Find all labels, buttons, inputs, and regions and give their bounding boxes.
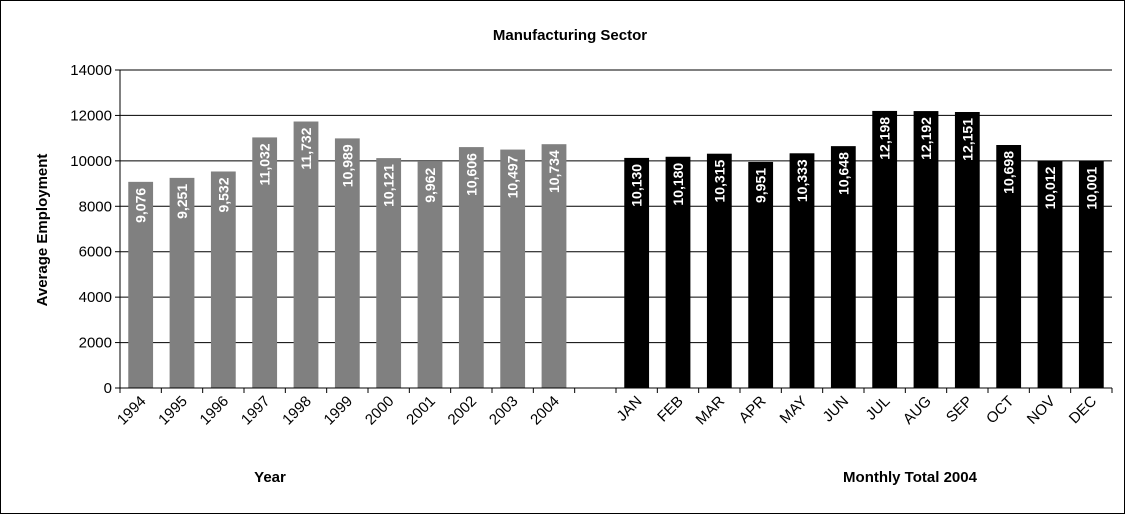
x-tick-label: 1996 [197, 393, 233, 429]
bar-oct [996, 145, 1022, 388]
x-tick-label: AUG [900, 393, 935, 428]
bar-apr [748, 161, 774, 388]
x-tick-label: 2003 [486, 393, 522, 429]
x-tick-label: NOV [1024, 393, 1059, 428]
data-label: 9,532 [215, 177, 231, 212]
x-tick-label: 1994 [114, 393, 150, 429]
bar-mar [706, 153, 732, 388]
bar-sep [954, 111, 980, 388]
x-axis-title-year: Year [254, 469, 286, 486]
x-tick-label: JAN [613, 393, 645, 425]
bar-2000 [376, 158, 402, 388]
bar-dec [1078, 160, 1104, 388]
x-tick-label: APR [736, 393, 770, 427]
bar-2004 [541, 144, 567, 388]
axes [115, 69, 1113, 393]
x-tick-label: MAY [777, 393, 811, 427]
y-tick-label: 2000 [79, 335, 112, 352]
x-tick-label: 2000 [362, 393, 398, 429]
x-tick-label: SEP [943, 393, 976, 426]
x-tick-label: 2002 [445, 393, 481, 429]
data-label: 10,606 [463, 153, 479, 196]
data-label: 10,497 [505, 155, 521, 198]
x-tick-label: 1998 [279, 393, 315, 429]
data-label: 12,192 [918, 117, 934, 160]
data-label: 9,962 [422, 168, 438, 203]
data-label: 10,734 [546, 150, 562, 193]
bar-jul [872, 110, 898, 388]
bar-2001 [417, 161, 443, 388]
data-label: 9,251 [174, 184, 190, 219]
data-label: 10,130 [629, 164, 645, 207]
data-label: 10,001 [1083, 167, 1099, 210]
y-tick-label: 4000 [79, 289, 112, 306]
bar-jan [624, 157, 650, 388]
bar-jun [830, 146, 856, 388]
data-label: 11,732 [298, 127, 314, 169]
data-label: 10,315 [711, 159, 727, 202]
y-tick-label: 6000 [79, 244, 112, 261]
x-tick-label: 1999 [321, 393, 357, 429]
x-tick-label: 2001 [403, 393, 439, 429]
x-tick-label: 1995 [155, 393, 191, 429]
data-label: 10,648 [835, 152, 851, 195]
gridlines [120, 69, 1112, 344]
x-tick-label: MAR [693, 393, 729, 429]
y-tick-label: 0 [104, 380, 112, 397]
bar-1997 [252, 137, 278, 388]
data-label: 10,333 [794, 159, 810, 202]
data-label: 9,076 [133, 188, 149, 223]
data-label: 10,698 [1001, 151, 1017, 194]
data-label: 10,012 [1042, 166, 1058, 209]
y-tick-label: 8000 [79, 198, 112, 215]
data-label: 12,198 [877, 117, 893, 160]
bar-1995 [169, 177, 195, 388]
bar-may [789, 153, 815, 388]
bars [128, 110, 1104, 389]
data-label: 9,951 [753, 168, 769, 203]
bar-2003 [500, 149, 526, 388]
bar-feb [665, 156, 691, 388]
y-tick-label: 12000 [70, 107, 112, 124]
data-label: 10,180 [670, 163, 686, 206]
x-tick-label: JUN [820, 393, 853, 426]
y-tick-label: 10000 [70, 153, 112, 170]
y-tick-label: 14000 [70, 62, 112, 79]
bar-nov [1037, 160, 1063, 388]
bar-aug [913, 111, 939, 388]
chart-title: Manufacturing Sector [493, 27, 647, 44]
x-axis-title-monthly: Monthly Total 2004 [843, 469, 978, 486]
x-tick-label: DEC [1066, 393, 1101, 428]
bar-2002 [458, 147, 484, 388]
x-tick-label: OCT [983, 393, 1017, 427]
x-tick-label: 1997 [238, 393, 274, 429]
bar-1994 [128, 181, 154, 388]
data-label: 10,121 [381, 164, 397, 207]
x-tick-label: 2004 [527, 393, 563, 429]
data-label: 11,032 [257, 143, 273, 185]
x-tick-label: JUL [863, 393, 894, 424]
y-axis-title: Average Employment [34, 154, 51, 307]
data-label: 10,989 [339, 144, 355, 187]
bar-1996 [210, 171, 236, 388]
x-tick-label: FEB [654, 393, 687, 426]
bar-1999 [334, 138, 360, 388]
data-label: 12,151 [959, 118, 975, 161]
bar-1998 [293, 121, 319, 389]
